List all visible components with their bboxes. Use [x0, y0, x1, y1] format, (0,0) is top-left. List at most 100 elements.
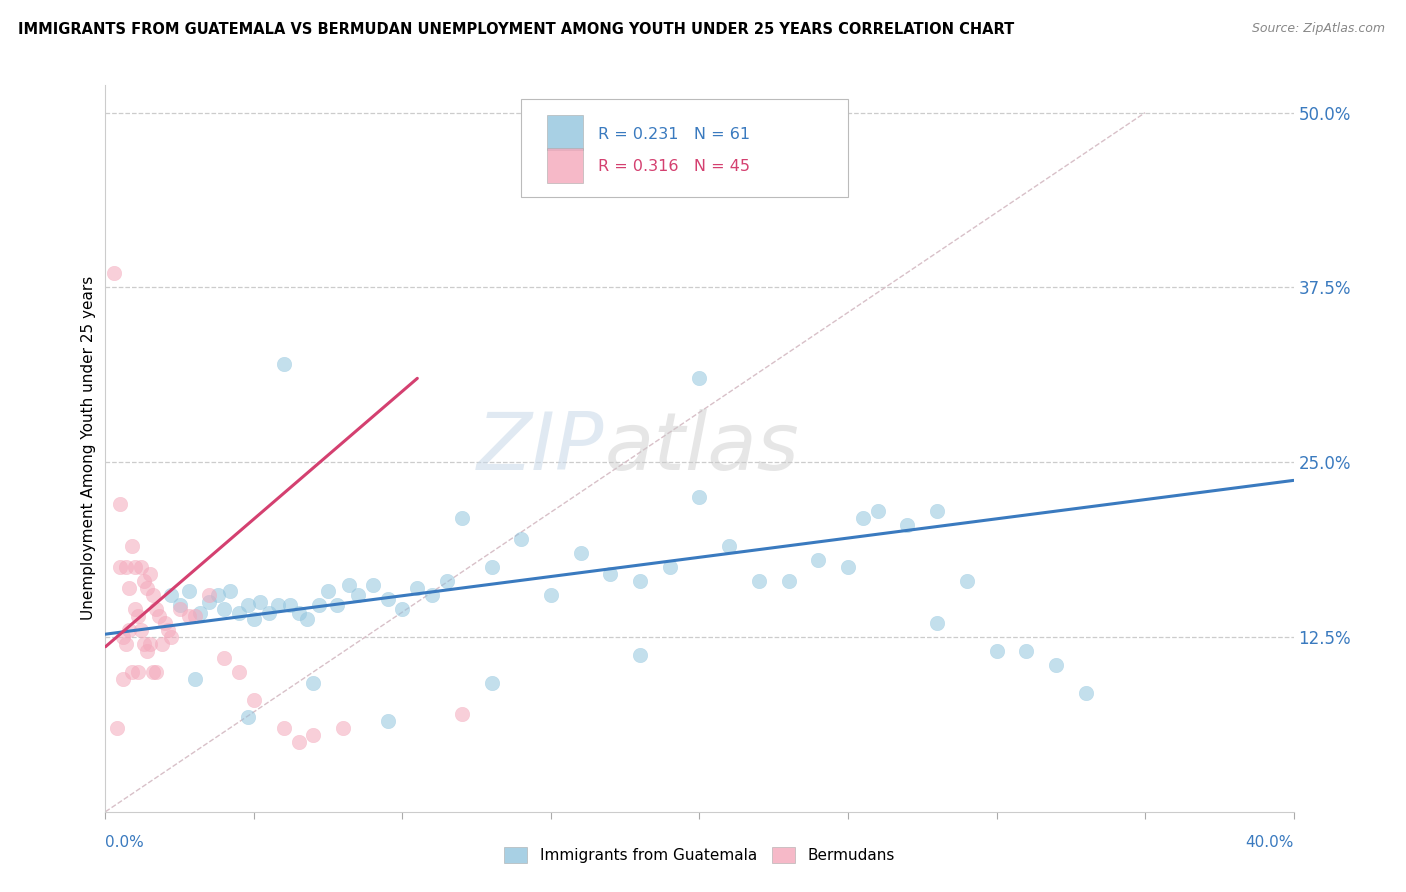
Point	[112, 672, 135, 686]
Point	[852, 511, 875, 525]
Point	[347, 588, 370, 602]
Point	[183, 672, 205, 686]
Point	[287, 735, 309, 749]
Point	[169, 602, 191, 616]
Point	[207, 588, 229, 602]
Point	[110, 497, 132, 511]
Point	[1074, 686, 1097, 700]
Point	[420, 588, 443, 602]
Text: R = 0.231   N = 61: R = 0.231 N = 61	[599, 127, 751, 142]
Point	[278, 598, 301, 612]
Point	[156, 623, 179, 637]
Point	[361, 578, 384, 592]
Point	[124, 560, 146, 574]
Point	[139, 567, 162, 582]
Point	[718, 539, 741, 553]
Point	[236, 709, 259, 723]
Point	[169, 598, 191, 612]
Point	[121, 665, 143, 679]
Point	[297, 612, 319, 626]
Point	[219, 583, 242, 598]
Point	[127, 609, 149, 624]
Point	[316, 583, 339, 598]
Point	[132, 574, 155, 588]
Point	[927, 615, 949, 630]
Point	[249, 595, 271, 609]
Point	[273, 357, 295, 371]
Point	[177, 609, 200, 624]
Point	[896, 518, 918, 533]
Point	[236, 598, 259, 612]
Point	[628, 574, 651, 588]
Text: 0.0%: 0.0%	[105, 835, 145, 850]
Text: IMMIGRANTS FROM GUATEMALA VS BERMUDAN UNEMPLOYMENT AMONG YOUTH UNDER 25 YEARS CO: IMMIGRANTS FROM GUATEMALA VS BERMUDAN UN…	[18, 22, 1015, 37]
Point	[377, 592, 399, 607]
Point	[481, 676, 503, 690]
Point	[136, 644, 159, 658]
Legend: Immigrants from Guatemala, Bermudans: Immigrants from Guatemala, Bermudans	[498, 841, 901, 870]
Point	[377, 714, 399, 728]
Point	[139, 637, 162, 651]
Point	[450, 511, 472, 525]
Point	[302, 728, 325, 742]
Point	[569, 546, 592, 560]
Point	[267, 598, 290, 612]
Point	[436, 574, 458, 588]
Point	[748, 574, 770, 588]
Point	[287, 606, 309, 620]
Point	[124, 602, 146, 616]
Point	[450, 706, 472, 721]
Point	[121, 539, 143, 553]
Point	[866, 504, 889, 518]
Point	[105, 721, 128, 735]
Point	[540, 588, 562, 602]
Point	[129, 560, 152, 574]
Point	[228, 665, 250, 679]
Point	[228, 606, 250, 620]
Point	[332, 721, 354, 735]
Point	[778, 574, 800, 588]
Text: ZIP: ZIP	[477, 409, 605, 487]
Point	[406, 581, 429, 595]
Point	[153, 615, 176, 630]
Point	[308, 598, 330, 612]
Text: 40.0%: 40.0%	[1246, 835, 1294, 850]
Point	[214, 651, 236, 665]
Point	[103, 267, 125, 281]
Point	[110, 560, 132, 574]
FancyBboxPatch shape	[522, 99, 848, 197]
Point	[129, 623, 152, 637]
Point	[150, 637, 173, 651]
Point	[778, 169, 800, 183]
Point	[689, 490, 711, 504]
Point	[132, 637, 155, 651]
Point	[136, 581, 159, 595]
Point	[391, 602, 413, 616]
Text: R = 0.316   N = 45: R = 0.316 N = 45	[599, 160, 751, 175]
Point	[243, 693, 266, 707]
Point	[142, 588, 165, 602]
Y-axis label: Unemployment Among Youth under 25 years: Unemployment Among Youth under 25 years	[82, 277, 96, 620]
Point	[337, 578, 360, 592]
Point	[142, 665, 165, 679]
Point	[1015, 644, 1038, 658]
Point	[112, 630, 135, 644]
Point	[481, 560, 503, 574]
Point	[302, 676, 325, 690]
Point	[689, 371, 711, 385]
Point	[1045, 657, 1067, 672]
Point	[214, 602, 236, 616]
Point	[658, 560, 681, 574]
Point	[986, 644, 1008, 658]
Point	[837, 560, 859, 574]
Point	[273, 721, 295, 735]
Text: atlas: atlas	[605, 409, 799, 487]
Point	[599, 567, 621, 582]
FancyBboxPatch shape	[547, 115, 583, 150]
Point	[118, 581, 141, 595]
Point	[118, 623, 141, 637]
Point	[115, 637, 138, 651]
Point	[127, 665, 149, 679]
Point	[243, 612, 266, 626]
Point	[257, 606, 280, 620]
